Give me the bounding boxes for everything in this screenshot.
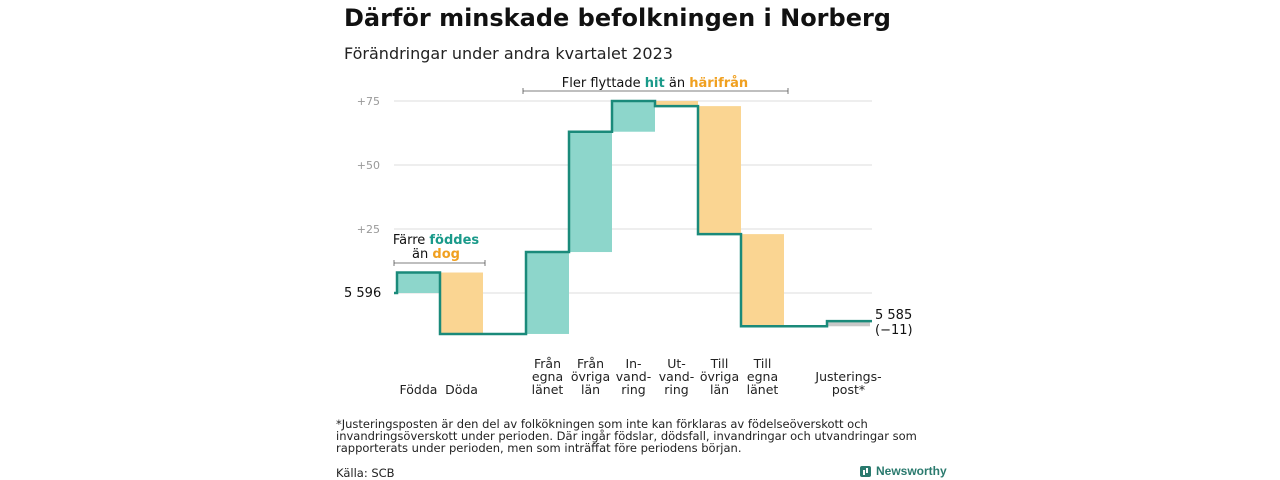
bar — [569, 131, 612, 253]
x-tick-label: Födda — [400, 382, 438, 397]
x-tick-label: Justerings-post* — [814, 369, 881, 397]
births-deaths-annotation-line1: Färre föddes — [393, 233, 480, 248]
x-tick-label: Ut-vand-ring — [659, 356, 694, 397]
end-value-label: 5 585 — [875, 308, 912, 323]
y-tick-label: +75 — [357, 95, 380, 108]
chart-title: Därför minskade befolkningen i Norberg — [344, 4, 891, 32]
bar — [397, 272, 440, 293]
start-value-label: 5 596 — [344, 286, 381, 301]
brand-name: Newsworthy — [876, 464, 947, 478]
x-tick-label: Från övriga län — [571, 356, 610, 397]
footnote: *Justeringsposten är den del av folkökni… — [336, 417, 917, 455]
migration-annotation: Fler flyttade hit än härifrån — [562, 76, 748, 91]
bar — [612, 101, 655, 132]
y-tick-label: +50 — [357, 159, 380, 172]
bars — [397, 101, 870, 334]
x-tick-label: Döda — [445, 382, 478, 397]
brand-logo: Newsworthy — [860, 464, 947, 478]
bar — [440, 272, 483, 334]
x-tick-label: In-vand-ring — [616, 356, 651, 397]
births-deaths-annotation-line2: än dog — [412, 247, 460, 262]
bar — [698, 106, 741, 235]
end-change-label: (−11) — [875, 323, 913, 338]
bar — [526, 252, 569, 334]
cumulative-step-line — [394, 99, 872, 336]
x-tick-label: Till egna länet — [747, 356, 779, 397]
grid-lines: +25 +50 +75 — [357, 95, 872, 294]
x-tick-label: Till övriga län — [700, 356, 739, 397]
y-tick-label: +25 — [357, 223, 380, 236]
bar — [827, 321, 870, 327]
step-line — [394, 99, 872, 336]
chart-subtitle: Förändringar under andra kvartalet 2023 — [344, 44, 673, 63]
newsworthy-logo-icon — [860, 465, 871, 477]
bar — [655, 101, 698, 107]
x-tick-label: Från egna länet — [532, 356, 564, 397]
source-note: Källa: SCB — [336, 466, 395, 480]
bar — [741, 234, 784, 327]
